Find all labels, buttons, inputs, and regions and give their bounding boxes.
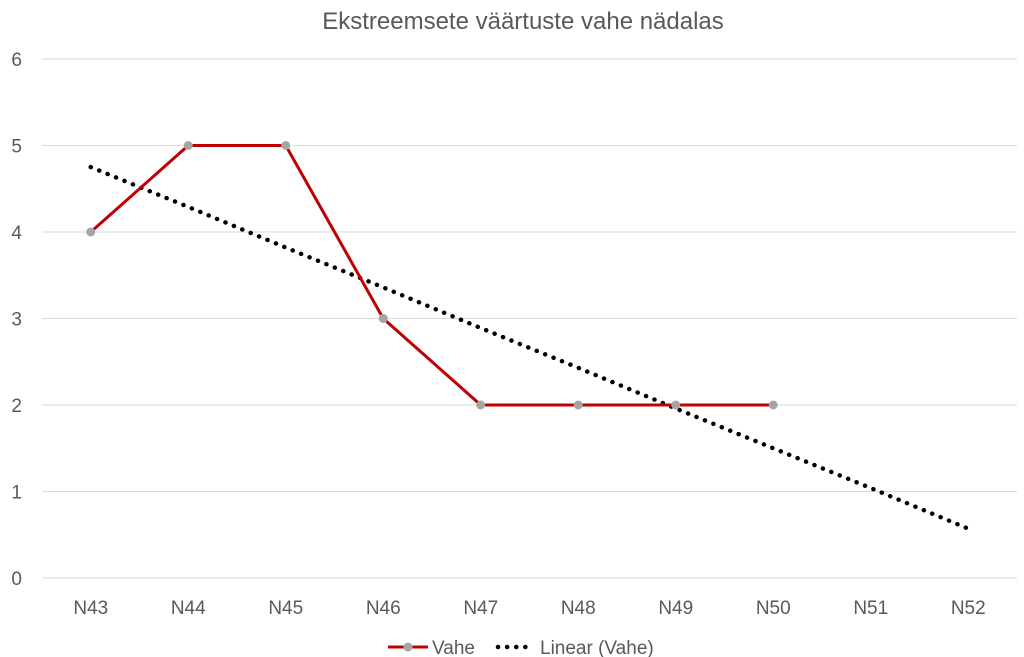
y-tick-label: 5: [11, 137, 22, 158]
data-point: [281, 141, 291, 150]
data-point: [476, 400, 486, 410]
x-tick-label: N51: [853, 598, 888, 619]
data-point: [183, 141, 193, 150]
x-tick-label: N49: [658, 598, 693, 619]
legend-label-vahe: Vahe: [432, 638, 475, 657]
x-tick-label: N44: [171, 598, 206, 619]
y-tick-label: 3: [11, 310, 22, 331]
y-tick-label: 4: [11, 223, 22, 244]
trendline-series: [88, 164, 971, 531]
x-tick-label: N52: [951, 598, 986, 619]
legend-label-linear: Linear (Vahe): [540, 638, 654, 657]
x-axis-ticks: N43 N44 N45 N46 N47 N48 N49 N50 N51 N52: [73, 598, 985, 619]
data-point: [573, 400, 583, 410]
x-tick-label: N47: [463, 598, 498, 619]
data-point: [378, 314, 388, 323]
legend: Vahe Linear (Vahe): [388, 638, 654, 657]
x-tick-label: N46: [366, 598, 401, 619]
x-tick-label: N43: [73, 598, 108, 619]
chart-title: Ekstreemsete väärtuste vahe nädalas: [322, 8, 724, 35]
data-point: [671, 400, 681, 410]
x-tick-label: N50: [756, 598, 791, 619]
y-tick-label: 6: [11, 50, 22, 71]
y-tick-label: 0: [11, 569, 22, 590]
gridlines: [42, 58, 1017, 579]
data-point: [768, 400, 778, 410]
data-point: [86, 227, 96, 237]
y-tick-label: 1: [11, 483, 22, 504]
series-line-0: [89, 144, 774, 407]
legend-marker-vahe: [403, 642, 413, 652]
x-tick-label: N48: [561, 598, 596, 619]
data-series: [86, 141, 778, 410]
trendline: [88, 164, 971, 531]
y-axis-ticks: 0 1 2 3 4 5 6: [11, 50, 22, 590]
x-tick-label: N45: [268, 598, 303, 619]
y-tick-label: 2: [11, 396, 22, 417]
